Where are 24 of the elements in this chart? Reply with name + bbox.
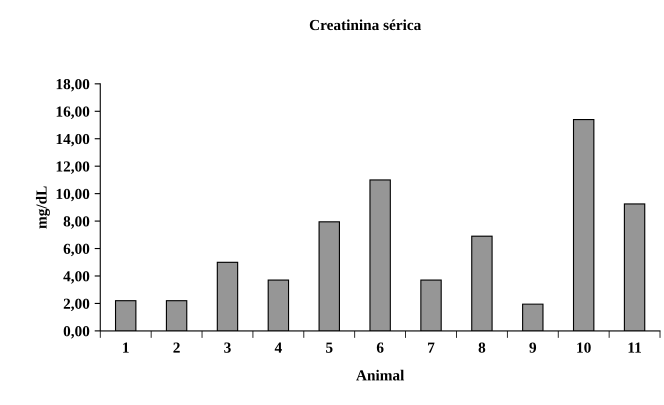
- y-tick-label: 10,00: [56, 188, 90, 202]
- chart-title: Creatinina sérica: [310, 19, 422, 30]
- x-tick-label: 6: [376, 342, 384, 353]
- y-tick-label: 14,00: [56, 134, 90, 146]
- x-tick-label: 4: [274, 342, 282, 353]
- y-tick-label: 0,00: [64, 326, 90, 339]
- y-tick-label: 8,00: [64, 216, 90, 229]
- x-tick-label: 8: [478, 342, 486, 353]
- y-tick-label: 6,00: [64, 244, 90, 256]
- x-tick-label: 2: [173, 342, 180, 353]
- y-tick-label: 18,00: [56, 78, 90, 92]
- x-tick-label: 3: [224, 342, 231, 353]
- y-axis-title: mg/dL: [36, 186, 50, 229]
- x-tick-label: 10: [577, 342, 591, 353]
- y-tick-label: 16,00: [56, 106, 90, 119]
- x-tick-label: 11: [628, 342, 641, 353]
- y-tick-label: 12,00: [56, 161, 90, 174]
- y-tick-label: 4,00: [63, 271, 90, 284]
- x-tick-label: 7: [428, 342, 434, 353]
- x-tick-label: 5: [326, 342, 333, 353]
- x-axis-title: Animal: [356, 370, 404, 380]
- y-tick-label: 2,00: [64, 298, 90, 312]
- x-tick-label: 1: [123, 342, 129, 353]
- x-tick-label: 9: [529, 342, 536, 353]
